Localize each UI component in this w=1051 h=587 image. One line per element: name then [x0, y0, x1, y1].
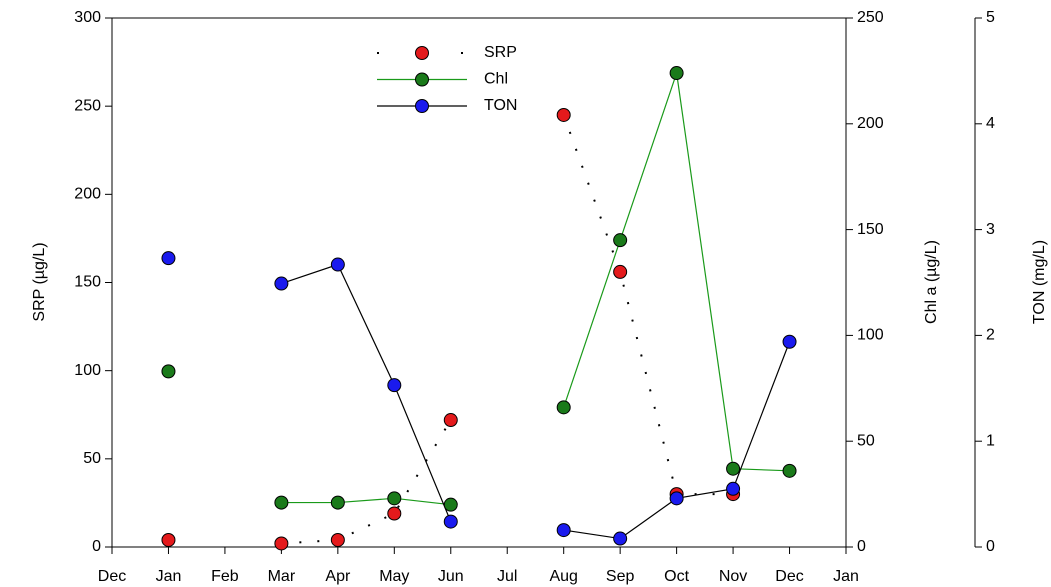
y3-tick-label: 4 [986, 115, 995, 132]
legend-marker [415, 72, 429, 87]
data-point [443, 497, 458, 512]
series-line [281, 114, 734, 545]
data-point [387, 491, 402, 506]
x-tick-label: Nov [719, 568, 747, 585]
data-point [556, 107, 571, 122]
y2-tick-label: 50 [857, 432, 875, 449]
y3-tick-label: 2 [986, 327, 995, 344]
y3-tick-label: 0 [986, 538, 995, 555]
y3-tick-label: 3 [986, 221, 995, 238]
data-point [274, 536, 289, 551]
legend-marker [415, 46, 429, 60]
x-tick-label: Apr [325, 568, 351, 585]
y-tick-label: 250 [74, 97, 101, 114]
data-point [274, 495, 289, 510]
y3-tick-label: 1 [986, 432, 995, 449]
y2-tick-label: 0 [857, 538, 866, 555]
x-tick-label: Dec [775, 568, 803, 585]
y2-tick-label: 250 [857, 9, 884, 26]
x-tick-label: Feb [211, 568, 239, 585]
data-point [387, 378, 402, 393]
y2-tick-label: 100 [857, 327, 884, 344]
y2-tick-label: 150 [857, 221, 884, 238]
data-point [726, 461, 741, 476]
legend-label: TON [484, 97, 517, 114]
data-point [443, 514, 458, 529]
x-tick-label: May [379, 568, 409, 585]
x-tick-label: Mar [268, 568, 296, 585]
data-point [613, 531, 628, 546]
data-point [556, 400, 571, 415]
data-point [161, 251, 176, 266]
x-tick-label: Jul [497, 568, 517, 585]
data-point [330, 532, 345, 547]
x-tick-label: Jan [833, 568, 859, 585]
x-tick-label: Jan [156, 568, 182, 585]
x-tick-label: Aug [549, 568, 577, 585]
series-line [281, 263, 791, 540]
legend-label: SRP [484, 44, 517, 61]
y3-tick-label: 5 [986, 9, 995, 26]
y-tick-label: 200 [74, 186, 101, 203]
y2-axis-title: Chl a (µg/L) [923, 240, 940, 324]
y-axis-title: SRP (µg/L) [31, 242, 48, 321]
data-point [613, 264, 628, 279]
y-tick-label: 50 [83, 450, 101, 467]
data-point [556, 523, 571, 538]
x-tick-label: Sep [606, 568, 635, 585]
y-tick-label: 0 [92, 538, 101, 555]
y2-tick-label: 200 [857, 115, 884, 132]
y3-axis-title: TON (mg/L) [1031, 240, 1048, 324]
legend-label: Chl [484, 71, 508, 88]
data-point [782, 463, 797, 478]
data-point [387, 506, 402, 521]
data-point [274, 276, 289, 291]
data-point [669, 491, 684, 506]
legend-marker [415, 99, 429, 113]
data-point [782, 334, 797, 349]
y-tick-label: 150 [74, 274, 101, 291]
data-point [669, 66, 684, 81]
x-tick-label: Dec [98, 568, 126, 585]
data-point [330, 257, 345, 272]
data-point [161, 364, 176, 379]
data-point [613, 233, 628, 248]
series-line [281, 72, 790, 506]
x-tick-label: Oct [664, 568, 689, 585]
data-point [161, 532, 176, 547]
data-point [726, 481, 741, 496]
x-tick-label: Jun [438, 568, 464, 585]
y-tick-label: 300 [74, 9, 101, 26]
data-point [443, 413, 458, 428]
data-point [330, 495, 345, 510]
y-tick-label: 100 [74, 362, 101, 379]
